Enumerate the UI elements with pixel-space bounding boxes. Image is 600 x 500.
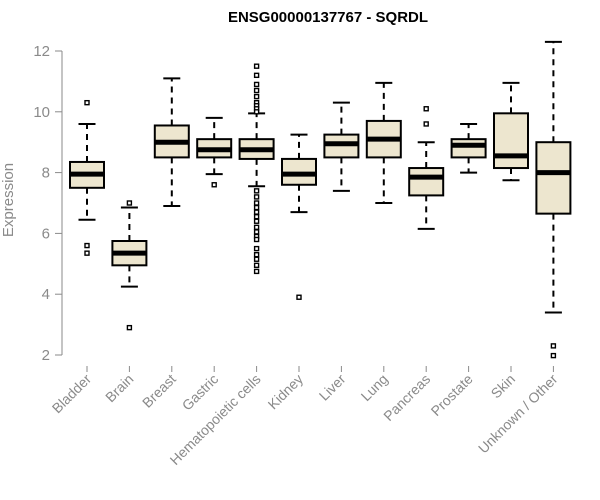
box-gastric bbox=[196, 116, 233, 188]
box-liver bbox=[323, 101, 360, 192]
outlier-point bbox=[253, 194, 260, 200]
outlier-point bbox=[253, 93, 260, 100]
y-axis-label: Expression bbox=[0, 163, 17, 237]
outlier-point bbox=[253, 204, 260, 211]
x-tick-label: Liver bbox=[316, 371, 349, 404]
y-axis: 2 4 6 8 10 12 bbox=[33, 43, 63, 364]
outlier-point bbox=[253, 63, 260, 69]
box-unknown-other bbox=[535, 40, 572, 359]
box-hematopoietic-cells bbox=[238, 63, 275, 275]
box-pancreas bbox=[408, 106, 445, 230]
outlier-point bbox=[253, 251, 260, 258]
outlier-point bbox=[253, 262, 260, 269]
outlier-point bbox=[253, 218, 260, 224]
x-tick-label: Bladder bbox=[49, 371, 95, 417]
outlier-point bbox=[253, 213, 260, 220]
outlier-point bbox=[253, 236, 260, 243]
box-skin bbox=[493, 81, 529, 182]
outlier-point bbox=[84, 99, 90, 106]
box-group bbox=[69, 40, 572, 359]
x-tick-label: Unknown / Other bbox=[475, 371, 561, 457]
outlier-point bbox=[253, 72, 260, 79]
x-tick-label: Lung bbox=[358, 371, 391, 404]
y-tick-label: 4 bbox=[42, 286, 50, 303]
x-tick-label: Breast bbox=[139, 371, 179, 411]
x-tick-label: Skin bbox=[488, 371, 519, 402]
outlier-point bbox=[423, 106, 429, 112]
box-lung bbox=[365, 81, 402, 204]
outlier-point bbox=[211, 182, 217, 188]
iqr-box bbox=[535, 141, 572, 215]
x-tick-label: Prostate bbox=[428, 371, 476, 419]
box-breast bbox=[153, 77, 190, 208]
outlier-point bbox=[253, 229, 260, 235]
box-brain bbox=[111, 200, 148, 331]
iqr-box bbox=[408, 167, 445, 197]
outlier-point bbox=[253, 109, 260, 115]
iqr-box bbox=[493, 112, 529, 170]
chart-title: ENSG00000137767 - SQRDL bbox=[228, 9, 428, 26]
outlier-point bbox=[550, 352, 557, 359]
y-tick-label: 8 bbox=[42, 165, 50, 182]
box-kidney bbox=[281, 133, 317, 300]
x-tick-label: Pancreas bbox=[380, 371, 433, 424]
outlier-point bbox=[126, 200, 133, 206]
y-tick-label: 10 bbox=[33, 104, 50, 121]
outlier-point bbox=[126, 324, 133, 331]
x-tick-label: Brain bbox=[102, 371, 136, 405]
outlier-point bbox=[253, 81, 260, 88]
outlier-point bbox=[253, 268, 260, 275]
outlier-point bbox=[84, 250, 90, 256]
outlier-point bbox=[253, 188, 260, 194]
box-bladder bbox=[69, 99, 105, 256]
outlier-point bbox=[253, 245, 260, 252]
outlier-point bbox=[84, 242, 90, 249]
y-tick-label: 12 bbox=[33, 43, 50, 60]
y-tick-label: 6 bbox=[42, 225, 50, 242]
iqr-box bbox=[450, 138, 487, 159]
outlier-point bbox=[550, 343, 557, 349]
outlier-point bbox=[253, 256, 260, 262]
outlier-point bbox=[296, 294, 302, 300]
y-tick-label: 2 bbox=[42, 347, 50, 364]
outlier-point bbox=[253, 200, 260, 206]
box-prostate bbox=[450, 122, 487, 174]
outlier-point bbox=[253, 87, 260, 94]
outlier-point bbox=[253, 209, 260, 215]
outlier-point bbox=[253, 224, 260, 231]
outlier-point bbox=[423, 121, 429, 127]
x-tick-label: Kidney bbox=[265, 371, 307, 413]
